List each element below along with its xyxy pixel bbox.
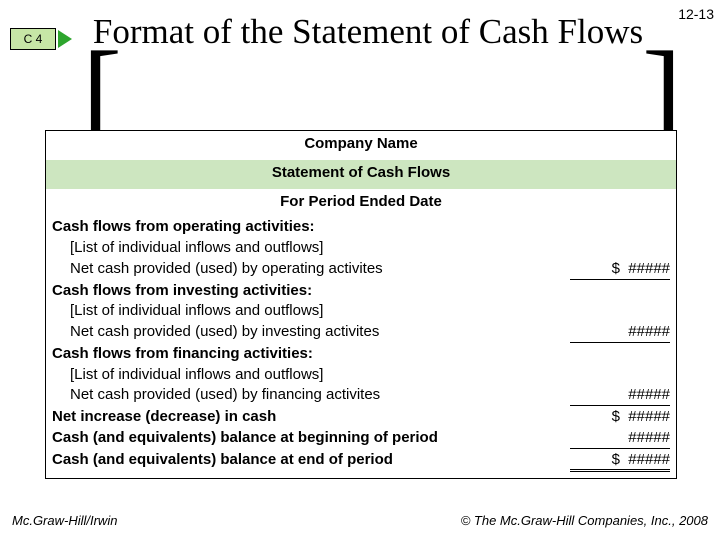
investing-heading: Cash flows from investing activities: bbox=[52, 282, 570, 301]
section-net: Net cash provided (used) by investing ac… bbox=[46, 322, 676, 344]
investing-list: [List of individual inflows and outflows… bbox=[52, 302, 570, 321]
investing-net: Net cash provided (used) by investing ac… bbox=[52, 323, 570, 343]
section-net: Net cash provided (used) by financing ac… bbox=[46, 385, 676, 407]
section-heading: Cash flows from financing activities: bbox=[46, 344, 676, 365]
chapter-tag: C 4 bbox=[10, 28, 56, 50]
chapter-tag-arrow-icon bbox=[58, 30, 72, 48]
begin-balance-label: Cash (and equivalents) balance at beginn… bbox=[52, 429, 570, 449]
net-change-label: Net increase (decrease) in cash bbox=[52, 408, 570, 427]
cashflow-statement: Company Name Statement of Cash Flows For… bbox=[45, 130, 677, 479]
net-change-row: Net increase (decrease) in cash $ ##### bbox=[46, 407, 676, 428]
financing-net: Net cash provided (used) by financing ac… bbox=[52, 386, 570, 406]
amount-cell bbox=[570, 218, 670, 237]
bracket-right-icon: ] bbox=[642, 58, 682, 137]
begin-balance-amount: ##### bbox=[570, 429, 670, 449]
amount-cell bbox=[570, 302, 670, 321]
section-heading: Cash flows from investing activities: bbox=[46, 281, 676, 302]
amount-cell bbox=[570, 345, 670, 364]
net-change-amount: $ ##### bbox=[570, 408, 670, 427]
statement-header-company: Company Name bbox=[46, 131, 676, 160]
amount-cell bbox=[570, 366, 670, 385]
operating-heading: Cash flows from operating activities: bbox=[52, 218, 570, 237]
end-balance-amount: $ ##### bbox=[570, 451, 670, 473]
operating-net: Net cash provided (used) by operating ac… bbox=[52, 260, 570, 280]
financing-list: [List of individual inflows and outflows… bbox=[52, 366, 570, 385]
begin-balance-row: Cash (and equivalents) balance at beginn… bbox=[46, 428, 676, 450]
section-net: Net cash provided (used) by operating ac… bbox=[46, 259, 676, 281]
operating-amount: $ ##### bbox=[570, 260, 670, 280]
bracket-left-icon: [ bbox=[82, 58, 122, 137]
footer-publisher: Mc.Graw-Hill/Irwin bbox=[12, 513, 117, 528]
end-balance-label: Cash (and equivalents) balance at end of… bbox=[52, 451, 570, 473]
section-list: [List of individual inflows and outflows… bbox=[46, 238, 676, 259]
section-list: [List of individual inflows and outflows… bbox=[46, 301, 676, 322]
section-heading: Cash flows from operating activities: bbox=[46, 217, 676, 238]
chapter-tag-label: C 4 bbox=[24, 32, 43, 46]
section-list: [List of individual inflows and outflows… bbox=[46, 365, 676, 386]
statement-header-title: Statement of Cash Flows bbox=[46, 160, 676, 189]
page-number: 12-13 bbox=[678, 6, 714, 22]
amount-cell bbox=[570, 239, 670, 258]
financing-amount: ##### bbox=[570, 386, 670, 406]
end-balance-row: Cash (and equivalents) balance at end of… bbox=[46, 450, 676, 479]
slide-title: Format of the Statement of Cash Flows bbox=[88, 12, 648, 52]
financing-heading: Cash flows from financing activities: bbox=[52, 345, 570, 364]
operating-list: [List of individual inflows and outflows… bbox=[52, 239, 570, 258]
investing-amount: ##### bbox=[570, 323, 670, 343]
amount-cell bbox=[570, 282, 670, 301]
statement-header-period: For Period Ended Date bbox=[46, 189, 676, 218]
footer-copyright: © The Mc.Graw-Hill Companies, Inc., 2008 bbox=[461, 513, 708, 528]
title-container: Format of the Statement of Cash Flows bbox=[88, 12, 648, 52]
